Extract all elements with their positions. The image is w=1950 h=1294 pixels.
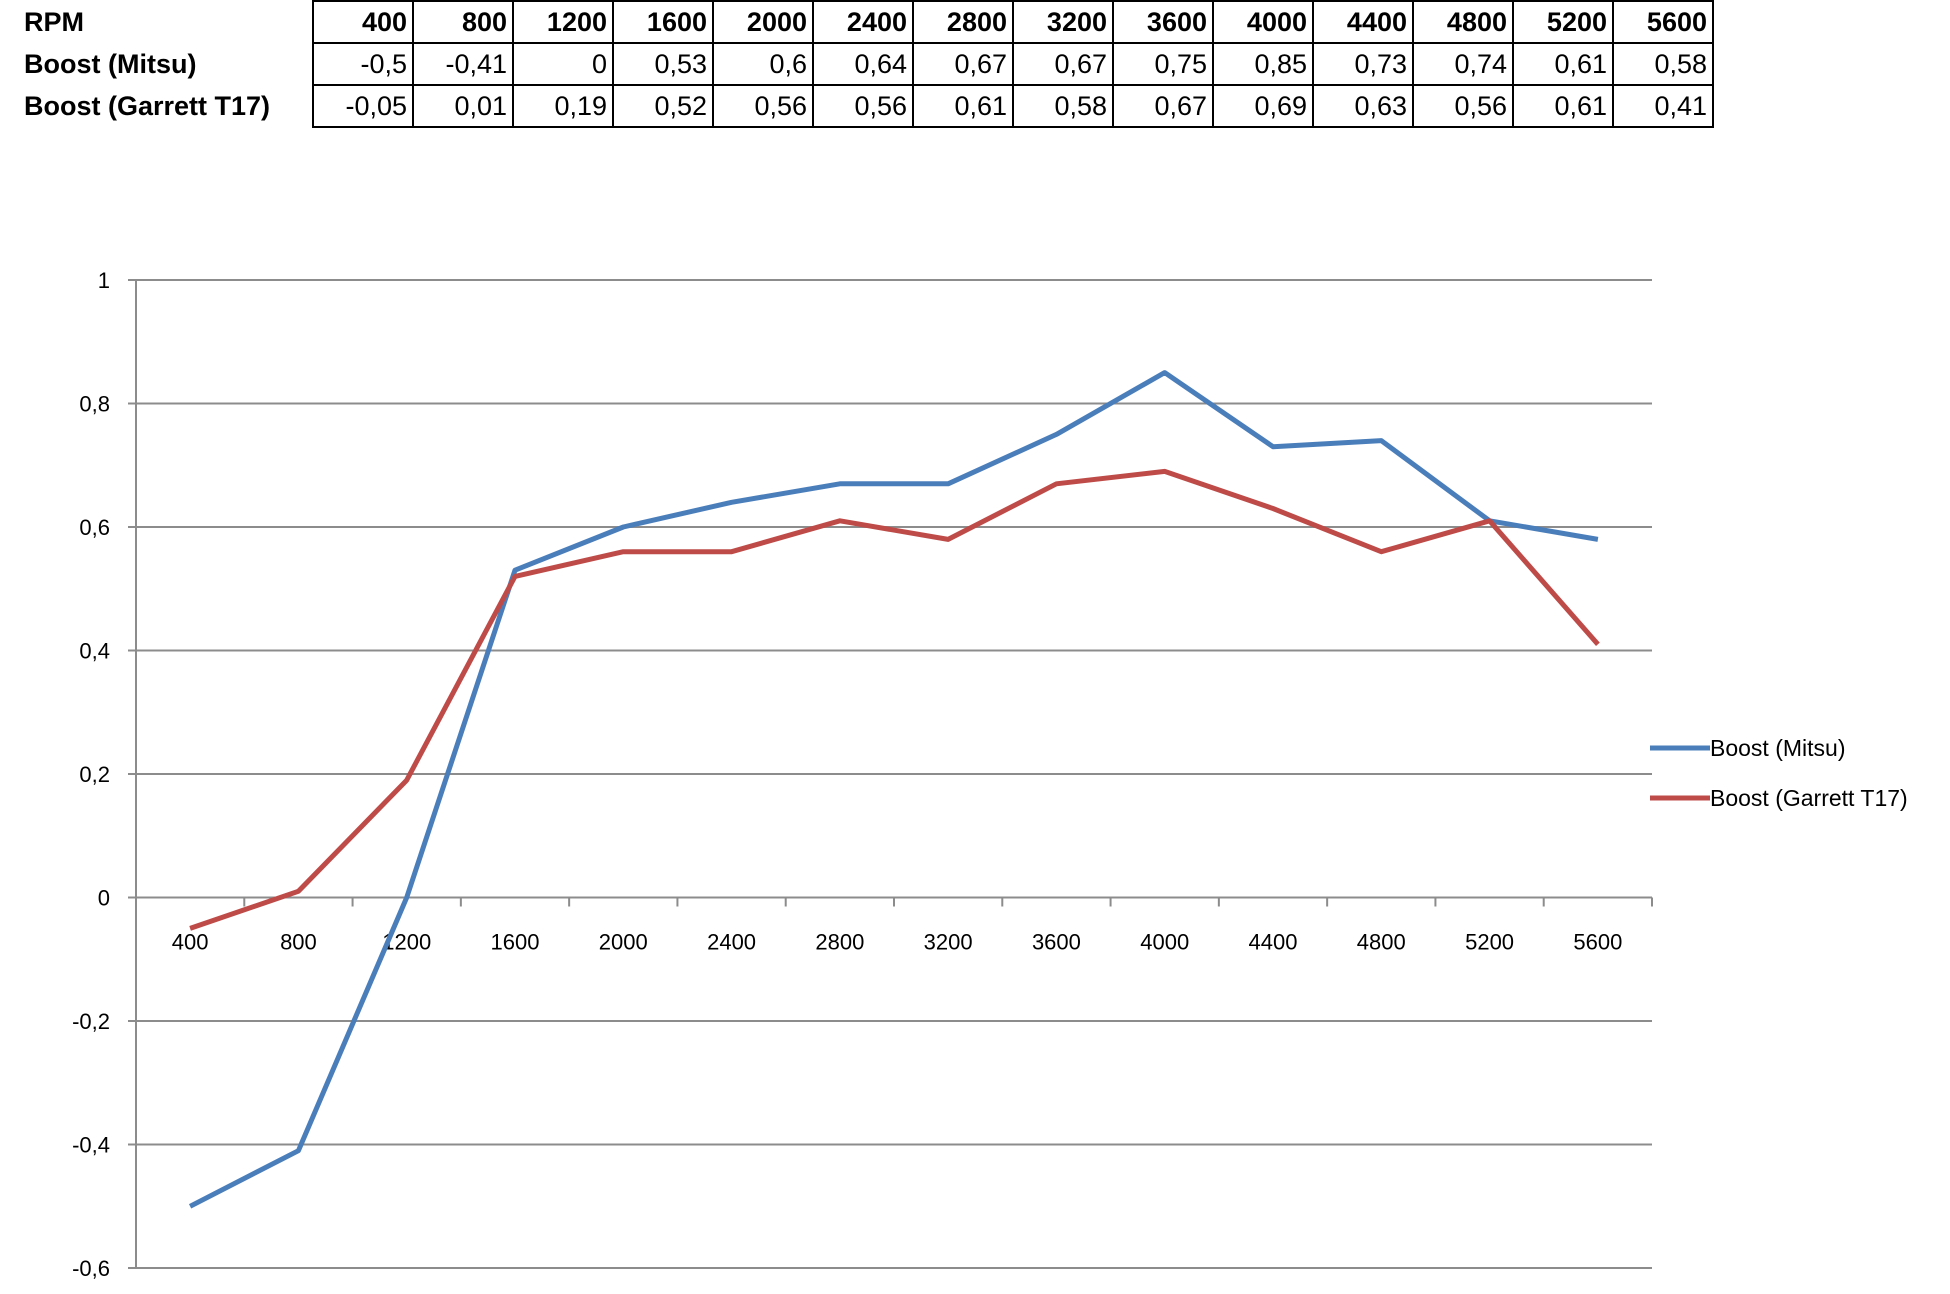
garrett-cell: 0,69 (1212, 84, 1314, 128)
garrett-cell: 0,41 (1612, 84, 1714, 128)
rpm-cell: 800 (412, 0, 514, 44)
mitsu-cell: 0,58 (1612, 42, 1714, 86)
rpm-cell: 4800 (1412, 0, 1514, 44)
y-tick-label: -0,4 (72, 1133, 110, 1158)
legend-label: Boost (Mitsu) (1710, 735, 1845, 761)
mitsu-cell: -0,5 (312, 42, 414, 86)
series-line-0 (188, 370, 1599, 1209)
y-tick-label: -0,2 (72, 1009, 110, 1034)
gridlines (136, 279, 1652, 1269)
legend: Boost (Mitsu) Boost (Garrett T17) (1650, 735, 1908, 811)
mitsu-cell: 0,85 (1212, 42, 1314, 86)
y-tick-label: 0,4 (79, 639, 110, 664)
rpm-cell: 3600 (1112, 0, 1214, 44)
x-tick-label: 3200 (924, 930, 973, 955)
x-tick-label: 800 (280, 930, 317, 955)
mitsu-cell: 0,53 (612, 42, 714, 86)
table-row-rpm: RPM 400 800 1200 1600 2000 2400 2800 320… (0, 0, 1714, 44)
garrett-cell: -0,05 (312, 84, 414, 128)
y-tick-label: -0,6 (72, 1256, 110, 1281)
row-label: RPM (24, 6, 84, 37)
garrett-cell: 0,01 (412, 84, 514, 128)
y-tick-label: 1 (98, 268, 110, 293)
mitsu-cell: 0,64 (812, 42, 914, 86)
garrett-cell: 0,56 (712, 84, 814, 128)
rpm-cell: 4400 (1312, 0, 1414, 44)
rpm-cell: 1200 (512, 0, 614, 44)
x-tick-label: 3600 (1032, 930, 1081, 955)
garrett-cell: 0,63 (1312, 84, 1414, 128)
x-tick-label: 2800 (815, 930, 864, 955)
row-label: Boost (Garrett T17) (24, 90, 271, 121)
garrett-cell: 0,56 (1412, 84, 1514, 128)
series-line-1 (189, 468, 1600, 931)
garrett-cell: 0,56 (812, 84, 914, 128)
x-tick-label: 4000 (1140, 930, 1189, 955)
mitsu-cell: 0,6 (712, 42, 814, 86)
legend-label: Boost (Garrett T17) (1710, 785, 1908, 811)
mitsu-cell: 0,67 (912, 42, 1014, 86)
garrett-cell: 0,61 (912, 84, 1014, 128)
mitsu-cell: 0,61 (1512, 42, 1614, 86)
rpm-cell: 5200 (1512, 0, 1614, 44)
x-tick-label: 5200 (1465, 930, 1514, 955)
rpm-cell: 3200 (1012, 0, 1114, 44)
mitsu-cell: 0,73 (1312, 42, 1414, 86)
x-tick-label: 4800 (1357, 930, 1406, 955)
rpm-cell: 2800 (912, 0, 1014, 44)
garrett-cell: 0,19 (512, 84, 614, 128)
x-tick-label: 1600 (491, 930, 540, 955)
rpm-cell: 400 (312, 0, 414, 44)
data-table: RPM 400 800 1200 1600 2000 2400 2800 320… (0, 0, 1714, 128)
rpm-cell: 4000 (1212, 0, 1314, 44)
rpm-cell: 2000 (712, 0, 814, 44)
mitsu-cell: 0,67 (1012, 42, 1114, 86)
rpm-cell: 2400 (812, 0, 914, 44)
y-tick-label: 0,2 (79, 762, 110, 787)
x-tick-label: 2000 (599, 930, 648, 955)
rpm-cell: 1600 (612, 0, 714, 44)
series-lines (188, 370, 1600, 1209)
y-tick-label: 0 (98, 886, 110, 911)
table-row-mitsu: Boost (Mitsu) -0,5 -0,41 0 0,53 0,6 0,64… (0, 42, 1714, 86)
x-tick-label: 2400 (707, 930, 756, 955)
mitsu-cell: 0,75 (1112, 42, 1214, 86)
x-tick-label: 4400 (1249, 930, 1298, 955)
garrett-cell: 0,61 (1512, 84, 1614, 128)
mitsu-cell: 0 (512, 42, 614, 86)
row-label: Boost (Mitsu) (24, 48, 197, 79)
x-tick-label: 5600 (1573, 930, 1622, 955)
garrett-cell: 0,52 (612, 84, 714, 128)
x-tick-label: 400 (172, 930, 209, 955)
garrett-cell: 0,67 (1112, 84, 1214, 128)
y-tick-label: 0,6 (79, 515, 110, 540)
mitsu-cell: -0,41 (412, 42, 514, 86)
garrett-cell: 0,58 (1012, 84, 1114, 128)
y-tick-label: 0,8 (79, 392, 110, 417)
rpm-cell: 5600 (1612, 0, 1714, 44)
table-row-garrett: Boost (Garrett T17) -0,05 0,01 0,19 0,52… (0, 84, 1714, 128)
mitsu-cell: 0,74 (1412, 42, 1514, 86)
